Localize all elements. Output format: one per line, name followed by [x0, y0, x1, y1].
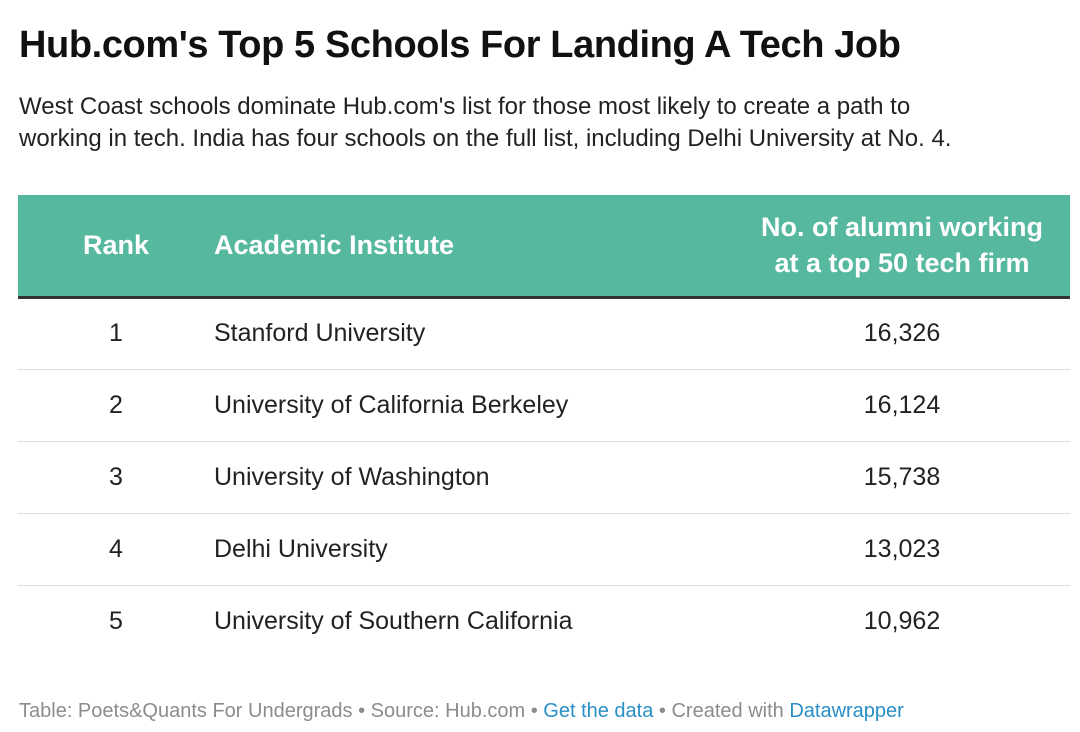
- cell-alumni: 10,962: [863, 606, 941, 635]
- cell-rank: 5: [109, 606, 123, 635]
- chart-footer: Table: Poets&Quants For Undergrads • Sou…: [19, 700, 904, 723]
- cell-alumni: 13,023: [863, 534, 941, 563]
- datawrapper-link[interactable]: Datawrapper: [789, 700, 904, 722]
- header-rank[interactable]: Rank: [18, 195, 214, 299]
- footer-separator: •: [653, 700, 672, 722]
- cell-alumni: 16,326: [863, 319, 941, 347]
- subtitle-line-1: West Coast schools dominate Hub.com's li…: [19, 93, 911, 120]
- cell-institute: Stanford University: [214, 319, 426, 347]
- table-body: 1 Stanford University 16,326 2 Universit…: [18, 297, 1070, 657]
- table-row: 3 University of Washington 15,738: [18, 441, 1070, 513]
- get-the-data-link[interactable]: Get the data: [543, 700, 654, 722]
- cell-rank: 1: [109, 319, 123, 347]
- cell-rank: 4: [109, 534, 123, 563]
- chart-title: Hub.com's Top 5 Schools For Landing A Te…: [19, 24, 901, 66]
- footer-separator: •: [525, 700, 544, 722]
- cell-rank: 3: [109, 462, 123, 491]
- header-institute[interactable]: Academic Institute: [214, 195, 734, 299]
- table-row: 5 University of Southern California 10,9…: [18, 585, 1070, 657]
- schools-table: Rank Academic Institute No. of alumni wo…: [18, 195, 1070, 657]
- cell-institute: University of California Berkeley: [214, 390, 569, 419]
- header-alumni[interactable]: No. of alumni working at a top 50 tech f…: [734, 195, 1070, 299]
- cell-institute: University of Southern California: [214, 606, 573, 635]
- cell-alumni: 16,124: [863, 390, 941, 419]
- header-alumni-line-1: No. of alumni working: [761, 212, 1043, 243]
- table-row: 2 University of California Berkeley 16,1…: [18, 369, 1070, 441]
- header-row: Rank Academic Institute No. of alumni wo…: [18, 195, 1070, 299]
- footer-credit: Table: Poets&Quants For Undergrads: [19, 700, 353, 722]
- table-row: 4 Delhi University 13,023: [18, 513, 1070, 585]
- table-header: Rank Academic Institute No. of alumni wo…: [18, 195, 1070, 299]
- footer-source: Source: Hub.com: [370, 700, 526, 722]
- cell-rank: 2: [109, 390, 123, 419]
- cell-alumni: 15,738: [863, 462, 941, 491]
- footer-separator: •: [352, 700, 371, 722]
- table-row: 1 Stanford University 16,326: [18, 297, 1070, 369]
- cell-institute: Delhi University: [214, 534, 388, 563]
- footer-created-with: Created with: [671, 700, 784, 722]
- chart-subtitle: West Coast schools dominate Hub.com's li…: [19, 91, 1075, 155]
- subtitle-line-2: working in tech. India has four schools …: [19, 125, 952, 152]
- cell-institute: University of Washington: [214, 462, 490, 491]
- header-alumni-line-2: at a top 50 tech firm: [774, 248, 1030, 279]
